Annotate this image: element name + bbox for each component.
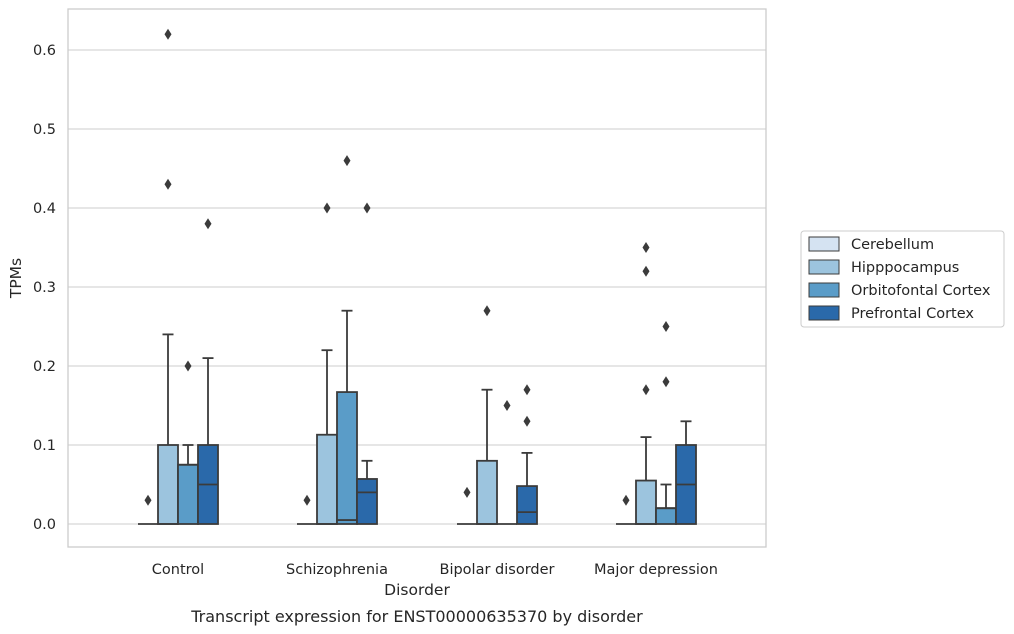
box-cerebellum (616, 494, 636, 525)
outlier-point (184, 360, 192, 372)
y-axis-label: TPMs (7, 258, 25, 299)
box-plots (138, 28, 697, 525)
y-tick-label: 0.2 (33, 359, 56, 375)
outlier-point (463, 486, 471, 498)
box-hipppocampus (476, 305, 498, 525)
outlier-point (483, 305, 491, 317)
box-cerebellum (138, 494, 158, 525)
y-tick-label: 0.0 (33, 517, 56, 533)
legend-swatch (808, 305, 840, 321)
outlier-point (642, 265, 650, 277)
x-tick-label: Schizophrenia (286, 562, 388, 578)
legend-entry: Hipppocampus (851, 260, 959, 276)
legend: Cerebellum Hipppocampus Orbitofontal Corte… (800, 230, 1005, 328)
outlier-point (662, 376, 670, 388)
y-tick-label: 0.6 (33, 43, 56, 59)
outlier-point (144, 494, 152, 506)
box-iqr (655, 507, 677, 525)
y-tick-label: 0.3 (33, 280, 56, 296)
box-iqr (516, 485, 538, 525)
outlier-point (164, 178, 172, 190)
chart-caption: Transcript expression for ENST0000063537… (190, 607, 643, 626)
legend-entry: Orbitofontal Cortex (851, 283, 991, 299)
box-iqr (476, 459, 498, 525)
box-orbitofontal-cortex (336, 155, 358, 525)
box-orbitofontal-cortex (497, 400, 517, 525)
box-hipppocampus (316, 202, 338, 525)
box-iqr (316, 433, 338, 525)
outlier-point (164, 28, 172, 40)
x-tick-label: Major depression (594, 562, 718, 578)
legend-swatch (808, 236, 840, 252)
box-iqr (356, 478, 378, 525)
outlier-point (642, 384, 650, 396)
box-iqr (177, 463, 199, 525)
legend-swatch (808, 259, 840, 275)
outlier-point (523, 384, 531, 396)
legend-frame (800, 230, 1005, 328)
box-hipppocampus (635, 242, 657, 525)
box-prefrontal-cortex (197, 218, 219, 525)
x-axis-label: Disorder (384, 581, 450, 599)
x-tick-label: Bipolar disorder (440, 562, 555, 578)
x-axis-ticks: Control Schizophrenia Bipolar disorder Majo… (152, 562, 718, 578)
outlier-point (622, 494, 630, 506)
box-prefrontal-cortex (675, 420, 697, 525)
outlier-point (323, 202, 331, 214)
x-tick-label: Control (152, 562, 204, 578)
outlier-point (204, 218, 212, 230)
y-tick-label: 0.4 (33, 201, 56, 217)
legend-entry: Cerebellum (851, 237, 934, 253)
outlier-point (642, 242, 650, 253)
outlier-point (343, 155, 351, 167)
box-orbitofontal-cortex (655, 321, 677, 525)
box-prefrontal-cortex (516, 384, 538, 525)
box-hipppocampus (157, 28, 179, 525)
legend-entry: Prefrontal Cortex (851, 306, 974, 322)
legend-swatch (808, 282, 840, 298)
outlier-point (303, 494, 311, 506)
y-tick-label: 0.5 (33, 122, 56, 138)
outlier-point (662, 321, 670, 332)
box-iqr (336, 391, 358, 525)
outlier-point (503, 400, 511, 411)
box-orbitofontal-cortex (177, 360, 199, 525)
outlier-point (523, 415, 531, 427)
y-tick-label: 0.1 (33, 438, 56, 454)
y-axis-ticks: 0.0 0.1 0.2 0.3 0.4 0.5 0.6 (33, 43, 56, 533)
plot-area (67, 8, 767, 548)
box-cerebellum (297, 494, 317, 525)
box-prefrontal-cortex (356, 202, 378, 525)
box-cerebellum (457, 486, 477, 525)
outlier-point (363, 202, 371, 214)
box-iqr (635, 479, 657, 525)
box-iqr (157, 444, 179, 525)
